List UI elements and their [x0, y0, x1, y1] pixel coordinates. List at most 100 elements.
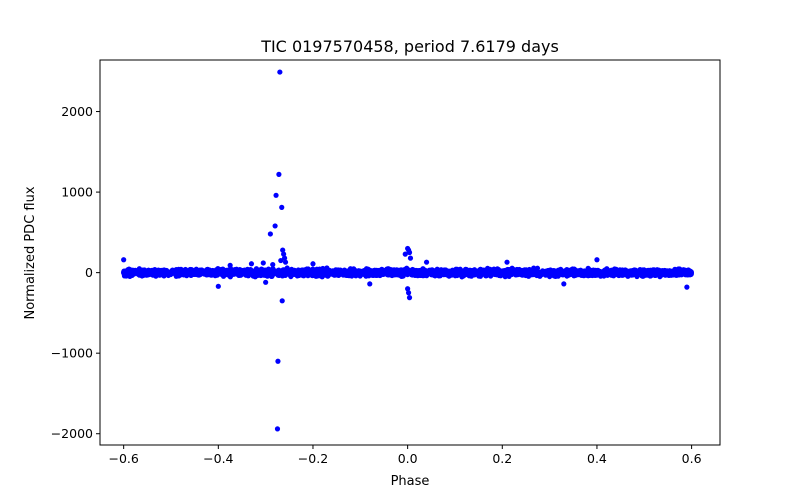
data-point [228, 271, 234, 277]
data-point [199, 267, 205, 273]
data-point [270, 266, 276, 272]
data-point [457, 270, 463, 277]
data-point [448, 269, 454, 275]
data-point [625, 271, 631, 278]
data-point [611, 273, 617, 279]
data-point [508, 268, 514, 275]
data-point [610, 269, 616, 275]
y-tick-label: −1000 [51, 346, 93, 361]
x-tick-label: −0.4 [203, 451, 233, 466]
data-point [149, 268, 155, 274]
data-point [337, 271, 343, 278]
data-point [597, 272, 603, 278]
data-point [670, 272, 677, 278]
data-point [272, 223, 278, 229]
data-point [463, 271, 469, 277]
plot-area [121, 69, 694, 432]
data-point [282, 259, 289, 265]
x-tick-label: 0.2 [492, 451, 512, 466]
data-point [260, 260, 266, 266]
data-point [529, 272, 535, 278]
data-point [137, 268, 143, 274]
data-point [276, 171, 282, 177]
data-point [168, 271, 174, 277]
data-point [277, 69, 283, 75]
data-point [272, 270, 278, 277]
data-point [235, 271, 241, 278]
y-tick-label: 2000 [61, 104, 93, 119]
data-point [519, 272, 525, 278]
data-point [367, 281, 373, 287]
data-point [227, 262, 233, 268]
data-point [313, 268, 319, 274]
y-axis-label: Normalized PDC flux [23, 186, 38, 319]
data-point [685, 271, 691, 277]
data-point [250, 270, 256, 277]
data-point [280, 269, 286, 275]
x-tick-label: 0.4 [587, 451, 607, 466]
data-point [504, 259, 510, 265]
data-point [405, 290, 412, 296]
data-point [270, 261, 276, 268]
data-point [386, 271, 392, 277]
data-point [255, 269, 262, 275]
data-point [279, 204, 285, 210]
x-tick-label: 0.6 [682, 451, 702, 466]
data-point [215, 283, 221, 289]
data-point [204, 267, 210, 273]
data-point [194, 269, 200, 276]
data-point [684, 284, 690, 290]
data-point [267, 231, 273, 237]
data-point [397, 271, 403, 278]
data-point [280, 247, 286, 253]
data-point [248, 261, 255, 267]
x-axis: −0.6 −0.4 −0.2 0.0 0.2 0.4 0.6 [108, 445, 702, 466]
data-point [590, 269, 596, 275]
data-point [556, 269, 563, 275]
data-point [324, 270, 330, 276]
data-point [143, 268, 149, 274]
data-point [533, 271, 539, 277]
data-point [278, 257, 284, 264]
data-point [241, 271, 248, 277]
data-point [274, 426, 281, 432]
data-point [158, 271, 164, 277]
data-point [131, 270, 137, 276]
data-point [414, 272, 420, 278]
data-point [563, 269, 569, 275]
data-point [552, 271, 558, 277]
data-point [317, 270, 323, 276]
data-point [307, 269, 313, 275]
data-point [330, 271, 336, 277]
chart-title: TIC 0197570458, period 7.6179 days [260, 37, 559, 56]
data-point [569, 268, 575, 274]
data-point [273, 192, 279, 198]
data-point [333, 267, 339, 273]
data-point [281, 251, 287, 257]
data-point [221, 268, 227, 275]
data-point [468, 270, 474, 276]
data-point [423, 259, 430, 265]
data-point [184, 270, 190, 276]
data-point [579, 268, 585, 274]
data-point [406, 249, 413, 256]
data-point [296, 269, 302, 275]
data-point [407, 255, 414, 261]
data-point [651, 268, 658, 274]
data-point [594, 257, 600, 263]
data-point [214, 272, 220, 278]
data-point [487, 270, 493, 276]
data-point [402, 251, 408, 257]
data-point [177, 271, 183, 277]
data-point [618, 272, 625, 278]
y-tick-label: 0 [85, 265, 93, 280]
data-point [441, 268, 447, 275]
data-point [275, 267, 281, 274]
data-point [496, 270, 502, 276]
data-point [431, 268, 437, 274]
data-point [266, 268, 272, 275]
data-point [121, 257, 127, 263]
y-axis: −2000 −1000 0 1000 2000 [51, 104, 100, 441]
data-point [633, 270, 639, 277]
